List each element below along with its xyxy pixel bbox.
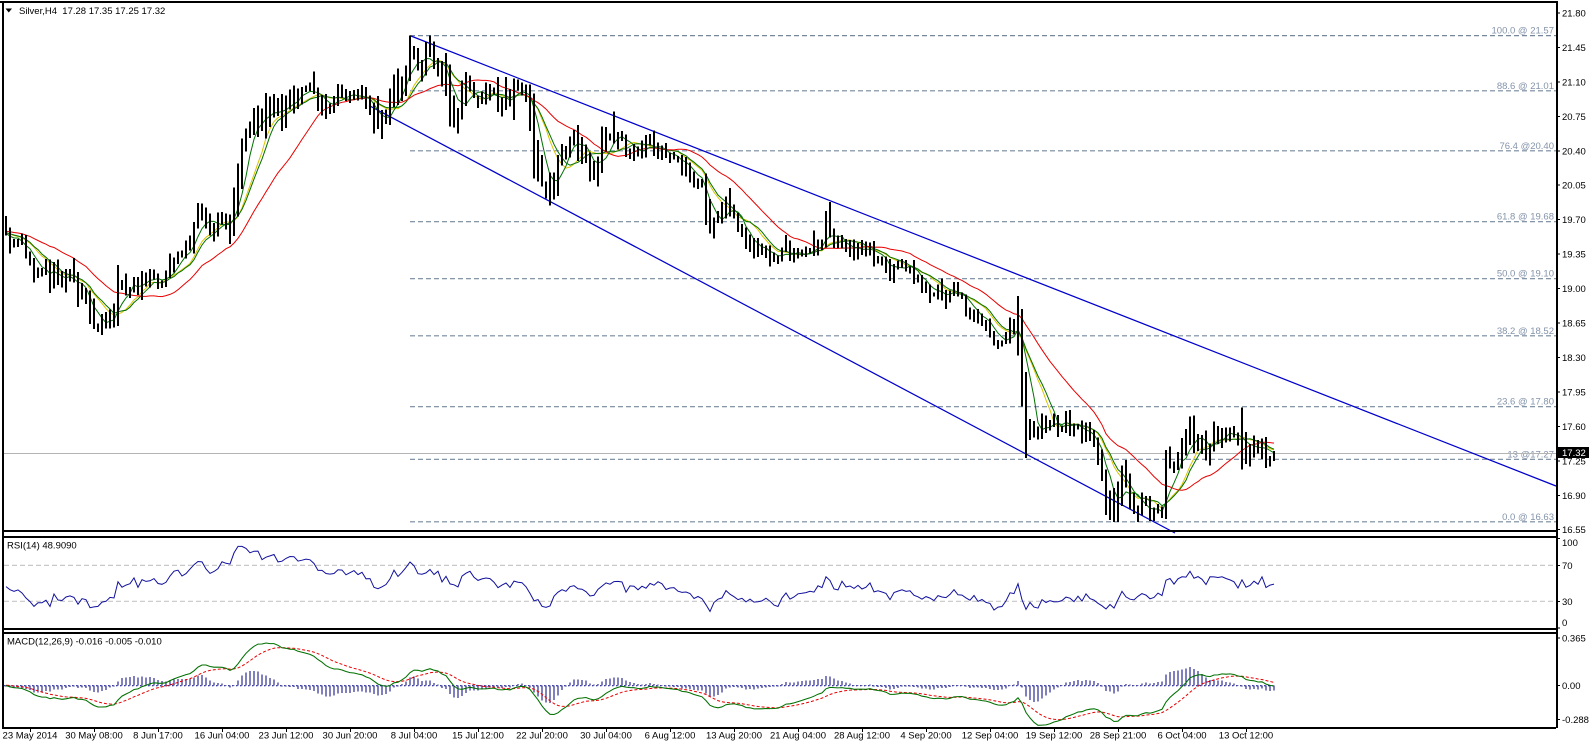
svg-text:6 Oct 04:00: 6 Oct 04:00 — [1157, 731, 1206, 742]
svg-text:22 Jul 20:00: 22 Jul 20:00 — [516, 731, 568, 742]
svg-text:30: 30 — [1562, 597, 1573, 608]
svg-text:23 Jun 12:00: 23 Jun 12:00 — [259, 731, 314, 742]
svg-text:17.95: 17.95 — [1562, 387, 1586, 398]
svg-text:19.70: 19.70 — [1562, 215, 1586, 226]
svg-text:17.32: 17.32 — [1562, 448, 1586, 459]
svg-text:30 Jul 04:00: 30 Jul 04:00 — [580, 731, 632, 742]
svg-text:16.90: 16.90 — [1562, 491, 1586, 502]
svg-text:21.80: 21.80 — [1562, 9, 1586, 20]
svg-text:23.6 @ 17.80: 23.6 @ 17.80 — [1497, 397, 1554, 408]
svg-text:88.6 @ 21.01: 88.6 @ 21.01 — [1497, 81, 1554, 92]
svg-text:18.30: 18.30 — [1562, 353, 1586, 364]
svg-text:Silver,H4 17.28 17.35 17.25 1: Silver,H4 17.28 17.35 17.25 17.32 — [19, 6, 165, 17]
svg-text:20.75: 20.75 — [1562, 112, 1586, 123]
svg-text:100: 100 — [1562, 538, 1578, 549]
svg-text:30 May 08:00: 30 May 08:00 — [65, 731, 123, 742]
svg-text:8 Jul 04:00: 8 Jul 04:00 — [391, 731, 437, 742]
svg-text:21.10: 21.10 — [1562, 77, 1586, 88]
svg-text:17.25: 17.25 — [1562, 456, 1586, 467]
svg-text:17.60: 17.60 — [1562, 422, 1586, 433]
svg-text:0.365: 0.365 — [1562, 634, 1586, 645]
svg-text:30 Jun 20:00: 30 Jun 20:00 — [323, 731, 378, 742]
svg-text:MACD(12,26,9) -0.016 -0.005 -0: MACD(12,26,9) -0.016 -0.005 -0.010 — [7, 637, 162, 648]
svg-text:0.00: 0.00 — [1562, 681, 1581, 692]
svg-text:38.2 @ 18.52: 38.2 @ 18.52 — [1497, 326, 1554, 337]
svg-text:16 Jun 04:00: 16 Jun 04:00 — [195, 731, 250, 742]
svg-text:21.45: 21.45 — [1562, 43, 1586, 54]
svg-text:0.0 @ 16.63: 0.0 @ 16.63 — [1502, 512, 1554, 523]
svg-text:19.35: 19.35 — [1562, 250, 1586, 261]
svg-text:13 Aug 20:00: 13 Aug 20:00 — [706, 731, 762, 742]
svg-text:28 Aug 12:00: 28 Aug 12:00 — [834, 731, 890, 742]
svg-text:6 Aug 12:00: 6 Aug 12:00 — [645, 731, 696, 742]
svg-text:13 @17.27: 13 @17.27 — [1507, 449, 1554, 460]
svg-text:23 May 2014: 23 May 2014 — [3, 731, 58, 742]
svg-text:20.05: 20.05 — [1562, 181, 1586, 192]
svg-text:18.65: 18.65 — [1562, 319, 1586, 330]
svg-text:70: 70 — [1562, 561, 1573, 572]
svg-text:4 Sep 20:00: 4 Sep 20:00 — [900, 731, 951, 742]
svg-text:15 Jul 12:00: 15 Jul 12:00 — [452, 731, 504, 742]
svg-text:28 Sep 21:00: 28 Sep 21:00 — [1090, 731, 1147, 742]
svg-text:100.0 @ 21.57: 100.0 @ 21.57 — [1492, 26, 1554, 37]
svg-text:19 Sep 12:00: 19 Sep 12:00 — [1026, 731, 1083, 742]
svg-text:50.0 @ 19.10: 50.0 @ 19.10 — [1497, 269, 1554, 280]
svg-text:RSI(14) 48.9090: RSI(14) 48.9090 — [7, 541, 77, 552]
svg-text:12 Sep 04:00: 12 Sep 04:00 — [962, 731, 1019, 742]
svg-text:21 Aug 04:00: 21 Aug 04:00 — [770, 731, 826, 742]
svg-text:13 Oct 12:00: 13 Oct 12:00 — [1219, 731, 1273, 742]
svg-text:16.55: 16.55 — [1562, 525, 1586, 536]
svg-text:76.4 @20.40: 76.4 @20.40 — [1499, 141, 1554, 152]
svg-text:19.00: 19.00 — [1562, 284, 1586, 295]
svg-text:0: 0 — [1562, 618, 1567, 629]
svg-text:-0.288: -0.288 — [1562, 715, 1589, 726]
svg-text:20.40: 20.40 — [1562, 146, 1586, 157]
svg-text:61.8 @ 19.68: 61.8 @ 19.68 — [1497, 212, 1554, 223]
svg-text:8 Jun 17:00: 8 Jun 17:00 — [133, 731, 183, 742]
